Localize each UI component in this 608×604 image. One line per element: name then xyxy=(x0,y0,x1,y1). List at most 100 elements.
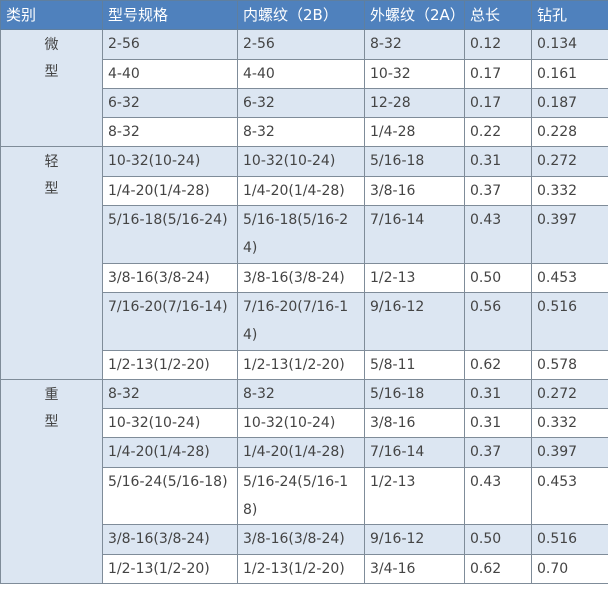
model-cell: 1/2-13(1/2-20) xyxy=(102,349,238,380)
drill-cell: 0.453 xyxy=(531,466,608,526)
category-cell: 重型 xyxy=(0,378,103,584)
table-row: 3/8-16(3/8-24) 3/8-16(3/8-24) 9/16-12 0.50 0… xyxy=(1,524,608,555)
internal-thread-cell: 10-32(10-24) xyxy=(237,146,365,177)
total-length-cell: 0.31 xyxy=(464,408,532,439)
table-row: 1/4-20(1/4-28) 1/4-20(1/4-28) 7/16-14 0.37 0… xyxy=(1,437,608,468)
internal-thread-cell: 3/8-16(3/8-24) xyxy=(237,262,365,293)
external-thread-cell: 3/4-16 xyxy=(364,553,465,584)
category-char: 型 xyxy=(44,64,59,81)
drill-cell: 0.228 xyxy=(531,117,608,148)
drill-cell: 0.161 xyxy=(531,58,608,89)
drill-cell: 0.272 xyxy=(531,146,608,177)
table-row: 5/16-18(5/16-24) 5/16-18(5/16-24) 7/16-14 0… xyxy=(1,205,608,264)
model-cell: 4-40 xyxy=(102,58,238,89)
total-length-cell: 0.31 xyxy=(464,378,532,410)
thread-spec-table: 类别 型号规格 内螺纹（2B） 外螺纹（2A） 总长 钻孔 微型 2-56 2-56… xyxy=(0,0,608,584)
table-row: 轻型 10-32(10-24) 10-32(10-24) 5/16-18 0.31 0.2… xyxy=(0,146,608,380)
total-length-cell: 0.50 xyxy=(464,262,532,293)
model-cell: 1/2-13(1/2-20) xyxy=(102,553,238,584)
table-row: 10-32(10-24) 10-32(10-24) 3/8-16 0.31 0.332 xyxy=(1,408,608,439)
header-total-length: 总长 xyxy=(464,0,532,31)
total-length-cell: 0.12 xyxy=(464,29,532,60)
total-length-cell: 0.37 xyxy=(464,175,532,207)
external-thread-cell: 3/8-16 xyxy=(364,408,465,439)
table-row: 8-32 8-32 1/4-28 0.22 0.228 xyxy=(1,117,608,148)
drill-cell: 0.332 xyxy=(531,408,608,439)
table-row: 微型 2-56 2-56 8-32 0.12 0.134 xyxy=(0,29,608,148)
drill-cell: 0.332 xyxy=(531,175,608,207)
model-cell: 6-32 xyxy=(102,87,238,119)
model-cell: 1/4-20(1/4-28) xyxy=(102,437,238,468)
total-length-cell: 0.56 xyxy=(464,291,532,351)
header-internal-thread: 内螺纹（2B） xyxy=(237,0,365,31)
external-thread-cell: 9/16-12 xyxy=(364,524,465,555)
internal-thread-cell: 3/8-16(3/8-24) xyxy=(237,524,365,555)
drill-cell: 0.397 xyxy=(531,205,608,264)
category-cell: 轻型 xyxy=(0,146,103,380)
external-thread-cell: 7/16-14 xyxy=(364,205,465,264)
external-thread-cell: 3/8-16 xyxy=(364,175,465,207)
model-cell: 10-32(10-24) xyxy=(102,146,238,177)
drill-cell: 0.272 xyxy=(531,378,608,410)
table-row: 4-40 4-40 10-32 0.17 0.161 xyxy=(1,58,608,89)
category-char: 重 xyxy=(44,386,59,403)
internal-thread-cell: 1/2-13(1/2-20) xyxy=(237,349,365,380)
drill-cell: 0.70 xyxy=(531,553,608,584)
total-length-cell: 0.22 xyxy=(464,117,532,148)
drill-cell: 0.187 xyxy=(531,87,608,119)
category-char: 型 xyxy=(44,413,59,430)
header-external-thread: 外螺纹（2A） xyxy=(364,0,465,31)
internal-thread-cell: 1/2-13(1/2-20) xyxy=(237,553,365,584)
external-thread-cell: 10-32 xyxy=(364,58,465,89)
external-thread-cell: 12-28 xyxy=(364,87,465,119)
total-length-cell: 0.43 xyxy=(464,466,532,526)
external-thread-cell: 9/16-12 xyxy=(364,291,465,351)
drill-cell: 0.453 xyxy=(531,262,608,293)
internal-thread-cell: 8-32 xyxy=(237,117,365,148)
drill-cell: 0.134 xyxy=(531,29,608,60)
internal-thread-cell: 1/4-20(1/4-28) xyxy=(237,437,365,468)
model-cell: 1/4-20(1/4-28) xyxy=(102,175,238,207)
table-row: 重型 8-32 8-32 5/16-18 0.31 0.272 xyxy=(0,378,608,584)
table-body: 微型 2-56 2-56 8-32 0.12 0.134 4-40 4-40 10-32 0.17… xyxy=(0,29,608,584)
table-row: 1/4-20(1/4-28) 1/4-20(1/4-28) 3/8-16 0.37 0.… xyxy=(1,175,608,207)
table-row: 3/8-16(3/8-24) 3/8-16(3/8-24) 1/2-13 0.50 0.… xyxy=(1,262,608,293)
total-length-cell: 0.17 xyxy=(464,58,532,89)
internal-thread-cell: 4-40 xyxy=(237,58,365,89)
table-row: 6-32 6-32 12-28 0.17 0.187 xyxy=(1,87,608,119)
internal-thread-cell: 7/16-20(7/16-14) xyxy=(237,291,365,351)
model-cell: 5/16-18(5/16-24) xyxy=(102,205,238,264)
table-row: 7/16-20(7/16-14) 7/16-20(7/16-14) 9/16-12 0… xyxy=(1,291,608,351)
drill-cell: 0.397 xyxy=(531,437,608,468)
internal-thread-cell: 5/16-18(5/16-24) xyxy=(237,205,365,264)
table-row: 1/2-13(1/2-20) 1/2-13(1/2-20) 5/8-11 0.62 0.… xyxy=(1,349,608,380)
external-thread-cell: 5/16-18 xyxy=(364,378,465,410)
external-thread-cell: 1/2-13 xyxy=(364,466,465,526)
category-char: 轻 xyxy=(44,154,59,171)
model-cell: 3/8-16(3/8-24) xyxy=(102,524,238,555)
model-cell: 2-56 xyxy=(102,29,238,60)
model-cell: 8-32 xyxy=(102,117,238,148)
model-cell: 8-32 xyxy=(102,378,238,410)
internal-thread-cell: 2-56 xyxy=(237,29,365,60)
external-thread-cell: 1/4-28 xyxy=(364,117,465,148)
external-thread-cell: 8-32 xyxy=(364,29,465,60)
category-char: 微 xyxy=(44,37,59,54)
internal-thread-cell: 6-32 xyxy=(237,87,365,119)
header-drill: 钻孔 xyxy=(531,0,608,31)
internal-thread-cell: 10-32(10-24) xyxy=(237,408,365,439)
internal-thread-cell: 8-32 xyxy=(237,378,365,410)
internal-thread-cell: 5/16-24(5/16-18) xyxy=(237,466,365,526)
model-cell: 7/16-20(7/16-14) xyxy=(102,291,238,351)
external-thread-cell: 1/2-13 xyxy=(364,262,465,293)
category-char: 型 xyxy=(44,181,59,198)
total-length-cell: 0.50 xyxy=(464,524,532,555)
drill-cell: 0.516 xyxy=(531,291,608,351)
total-length-cell: 0.37 xyxy=(464,437,532,468)
drill-cell: 0.516 xyxy=(531,524,608,555)
header-category: 类别 xyxy=(0,0,103,31)
total-length-cell: 0.43 xyxy=(464,205,532,264)
external-thread-cell: 7/16-14 xyxy=(364,437,465,468)
table-row: 5/16-24(5/16-18) 5/16-24(5/16-18) 1/2-13 0.… xyxy=(1,466,608,526)
total-length-cell: 0.62 xyxy=(464,553,532,584)
